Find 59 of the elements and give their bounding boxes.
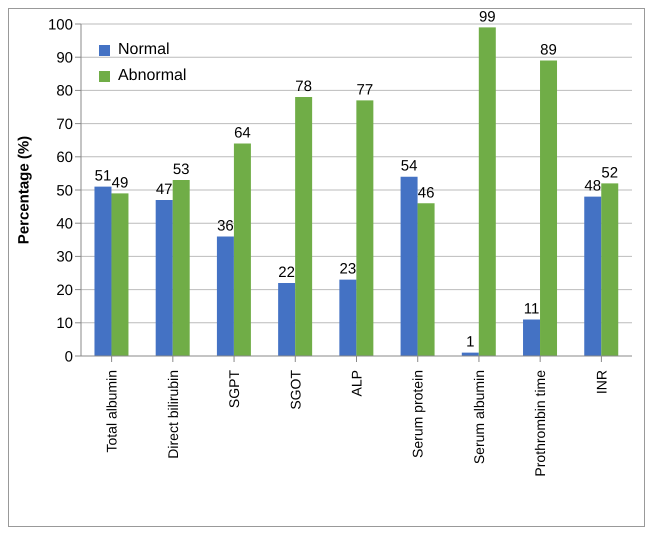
data-label: 52: [601, 164, 618, 182]
x-tick-label: Prothrombin time: [532, 370, 548, 477]
bar: [523, 319, 540, 356]
x-tick-label: SGPT: [226, 370, 242, 408]
bar: [400, 176, 418, 356]
y-tick-label: 70: [56, 116, 73, 133]
bar: [156, 200, 173, 356]
data-label: 54: [400, 158, 418, 175]
bar: [540, 60, 558, 356]
bar: [234, 144, 251, 356]
y-tick-label: 20: [56, 282, 73, 299]
bar: [111, 193, 128, 356]
x-tick-label: INR: [593, 370, 610, 394]
data-label: 78: [295, 78, 312, 96]
y-tick-label: 30: [56, 248, 73, 266]
x-tick-label: Serum protein: [410, 370, 426, 458]
legend-label: Normal: [118, 40, 170, 60]
legend-label: Abnormal: [118, 66, 186, 86]
y-tick-label: 0: [64, 348, 73, 366]
bar: [418, 203, 435, 356]
y-tick-label: 50: [56, 182, 73, 200]
y-tick-label: 100: [48, 16, 73, 34]
data-label: 51: [94, 168, 112, 185]
y-tick-label: 60: [56, 149, 73, 166]
bar: [356, 100, 374, 356]
y-tick-label: 40: [56, 216, 73, 233]
x-tick-label: SGOT: [287, 370, 304, 410]
bar: [339, 280, 356, 356]
data-label: 49: [112, 174, 128, 192]
data-label: 89: [540, 42, 557, 59]
data-label: 48: [584, 178, 602, 195]
data-label: 23: [340, 260, 356, 278]
data-label: 64: [234, 124, 251, 142]
bar: [601, 183, 618, 356]
bar: [462, 352, 479, 356]
data-label: 36: [217, 217, 234, 234]
bar: [584, 196, 602, 356]
bar: [216, 236, 234, 356]
bar: [278, 282, 296, 356]
y-axis-title: Percentage (%): [15, 136, 32, 244]
x-tick-label: Serum albumin: [470, 370, 487, 464]
x-tick-label: ALP: [348, 370, 364, 396]
y-tick-label: 10: [56, 315, 73, 332]
bar: [172, 180, 190, 356]
data-label: 46: [418, 184, 434, 202]
bar: [478, 27, 496, 356]
x-tick-label: Direct bilirubin: [164, 370, 181, 459]
data-label: 99: [478, 8, 496, 26]
bar: [295, 97, 312, 356]
y-tick-label: 80: [56, 82, 73, 100]
data-label: 22: [278, 264, 295, 281]
data-label: 47: [156, 180, 173, 198]
data-label: 77: [356, 81, 374, 98]
y-tick-label: 90: [56, 50, 73, 67]
x-tick-label: Total albumin: [104, 370, 120, 452]
data-label: 1: [466, 334, 474, 351]
data-label: 11: [524, 300, 540, 318]
data-label: 53: [172, 161, 190, 178]
bar: [94, 186, 112, 356]
